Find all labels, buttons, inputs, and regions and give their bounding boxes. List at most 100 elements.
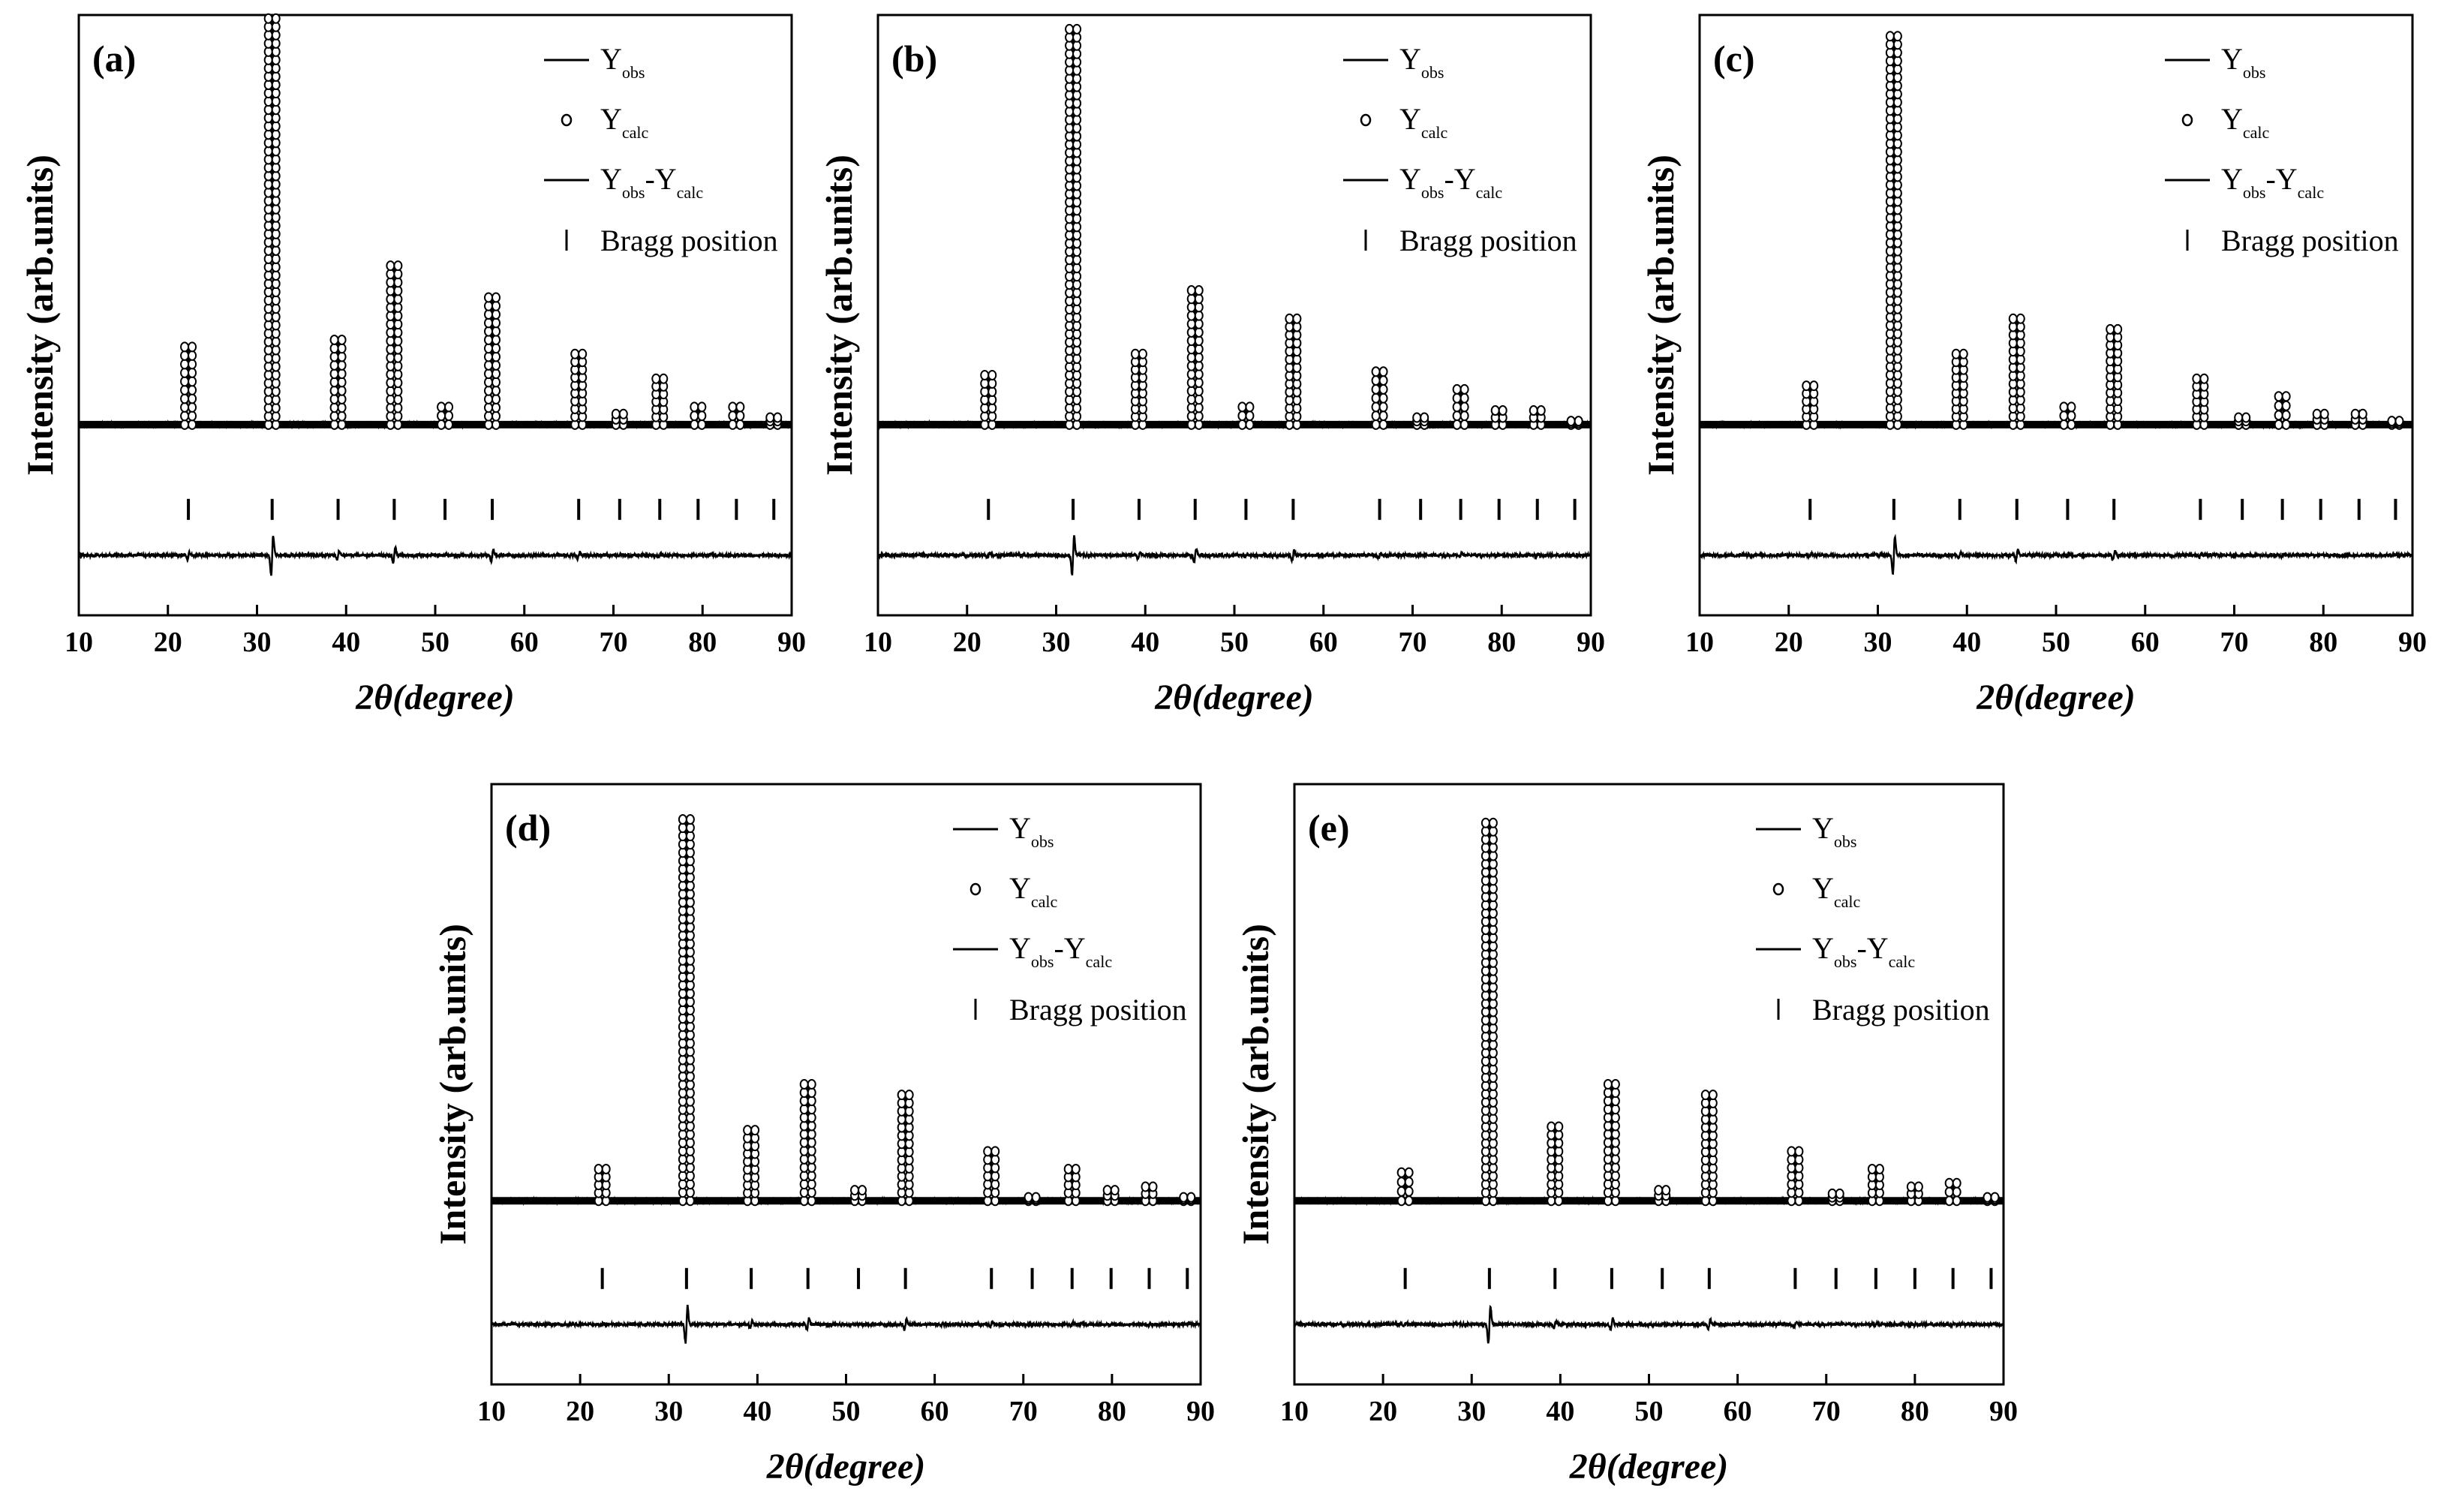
legend-calculated-swatch [561, 113, 573, 127]
calculated-point [329, 334, 339, 345]
calculated-point [2241, 412, 2251, 423]
calculated-point [1141, 1181, 1150, 1192]
calculated-point [492, 292, 501, 303]
calculated-point [1378, 419, 1388, 430]
y-axis-label: Intensity (arb.units) [1640, 155, 1682, 476]
legend-calculated-swatch [1772, 882, 1784, 896]
panel-label: (b) [891, 38, 937, 80]
plot-frame [490, 783, 1202, 1386]
calculated-point [1396, 1186, 1406, 1197]
x-tick-label: 90 [2398, 627, 2427, 658]
legend-symbol: Y [1812, 871, 1834, 905]
legend-symbol: Y [1399, 162, 1421, 196]
legend-calculated-label: Ycalc [600, 102, 649, 142]
calculated-point [1661, 1185, 1671, 1196]
calculated-point [1459, 383, 1469, 395]
panel-label: (a) [92, 38, 136, 80]
legend-symbol: Y [1867, 931, 1889, 965]
x-axis-label-symbol: 2θ [1569, 1447, 1607, 1486]
calculated-point [484, 292, 493, 303]
calculated-point [2281, 400, 2291, 411]
calculated-peak [1700, 1090, 1718, 1207]
x-tick-label: 90 [1577, 627, 1605, 658]
legend-subscript: calc [1834, 892, 1861, 911]
calculated-point [484, 343, 493, 354]
calculated-point [1990, 1192, 2000, 1203]
calculated-peak [1983, 1192, 2000, 1207]
calculated-point [1378, 392, 1388, 404]
calculated-point [492, 359, 501, 371]
difference-line [877, 535, 1592, 576]
calculated-point [2067, 410, 2076, 422]
calculated-peak [1024, 1192, 1041, 1207]
x-tick-label: 40 [1546, 1396, 1574, 1427]
legend-subscript: calc [1031, 892, 1058, 911]
calculated-peak [484, 292, 501, 430]
calculated-point [651, 373, 661, 384]
calculated-point [1179, 1192, 1189, 1203]
calculated-peak [1186, 285, 1204, 430]
calculated-peak [1396, 1167, 1414, 1207]
calculated-point [2113, 323, 2123, 335]
legend-symbol: Y [1399, 42, 1421, 76]
calculated-point [1404, 1177, 1414, 1188]
calculated-peak [1130, 348, 1147, 430]
calculated-point [2394, 416, 2404, 427]
calculated-point [2192, 373, 2202, 384]
calculated-point [1536, 405, 1546, 416]
calculated-point [337, 402, 347, 413]
difference-line [1699, 534, 2414, 576]
calculated-point [1566, 416, 1576, 427]
x-axis-label-unit: (degree) [804, 1447, 926, 1486]
calculated-point [611, 408, 621, 419]
calculated-point [393, 260, 403, 272]
legend-observed-label: Yobs [1009, 811, 1054, 851]
calculated-point [1031, 1192, 1041, 1203]
calculated-point [1867, 1163, 1877, 1174]
calculated-point [1138, 348, 1147, 359]
calculated-point [594, 1163, 603, 1174]
calculated-point [1452, 392, 1462, 404]
x-tick-label: 70 [600, 627, 628, 658]
calculated-point [1490, 405, 1500, 416]
calculated-point [1371, 383, 1381, 395]
x-tick-label: 30 [654, 1396, 683, 1427]
calculated-point [1245, 401, 1255, 413]
calculated-point [1874, 1163, 1884, 1174]
x-tick-label: 40 [1952, 627, 1981, 658]
x-tick-label: 80 [1487, 627, 1516, 658]
legend-bragg-label: Bragg position [2221, 224, 2399, 257]
calculated-point [1237, 401, 1247, 413]
calculated-point [1809, 380, 1819, 392]
legend-subscript: obs [1031, 832, 1054, 851]
calculated-point [337, 410, 347, 422]
legend-calculated-swatch [2181, 113, 2193, 127]
x-tick-label: 20 [1775, 627, 1803, 658]
calculated-peak [2106, 323, 2123, 430]
x-tick-label: 90 [1186, 1396, 1215, 1427]
legend-symbol: Y [1064, 931, 1086, 965]
x-axis-label-symbol: 2θ [1154, 678, 1192, 717]
calculated-peak [850, 1185, 867, 1207]
x-axis-label-symbol: 2θ [766, 1447, 804, 1486]
calculated-point [1951, 348, 1961, 359]
calculated-point [1459, 392, 1469, 404]
calculated-peak [1944, 1177, 1961, 1207]
calculated-point [484, 410, 493, 422]
calculated-point [484, 300, 493, 311]
calculated-point [2274, 400, 2283, 411]
calculated-peak [1481, 817, 1498, 1207]
calculated-peak [1371, 366, 1388, 430]
legend-difference-label: Yobs-Ycalc [1009, 931, 1112, 971]
panel-label: (e) [1308, 807, 1350, 849]
plot-frame [1698, 14, 2414, 617]
calculated-point [1958, 348, 1968, 359]
x-axis-label-unit: (degree) [1607, 1447, 1729, 1486]
calculated-point [1186, 285, 1196, 296]
x-tick-label: 10 [477, 1396, 506, 1427]
calculated-point [484, 419, 493, 430]
calculated-point [1452, 410, 1462, 422]
calculated-point [492, 326, 501, 337]
calculated-peak [983, 1146, 1000, 1207]
calculated-point [337, 377, 347, 388]
